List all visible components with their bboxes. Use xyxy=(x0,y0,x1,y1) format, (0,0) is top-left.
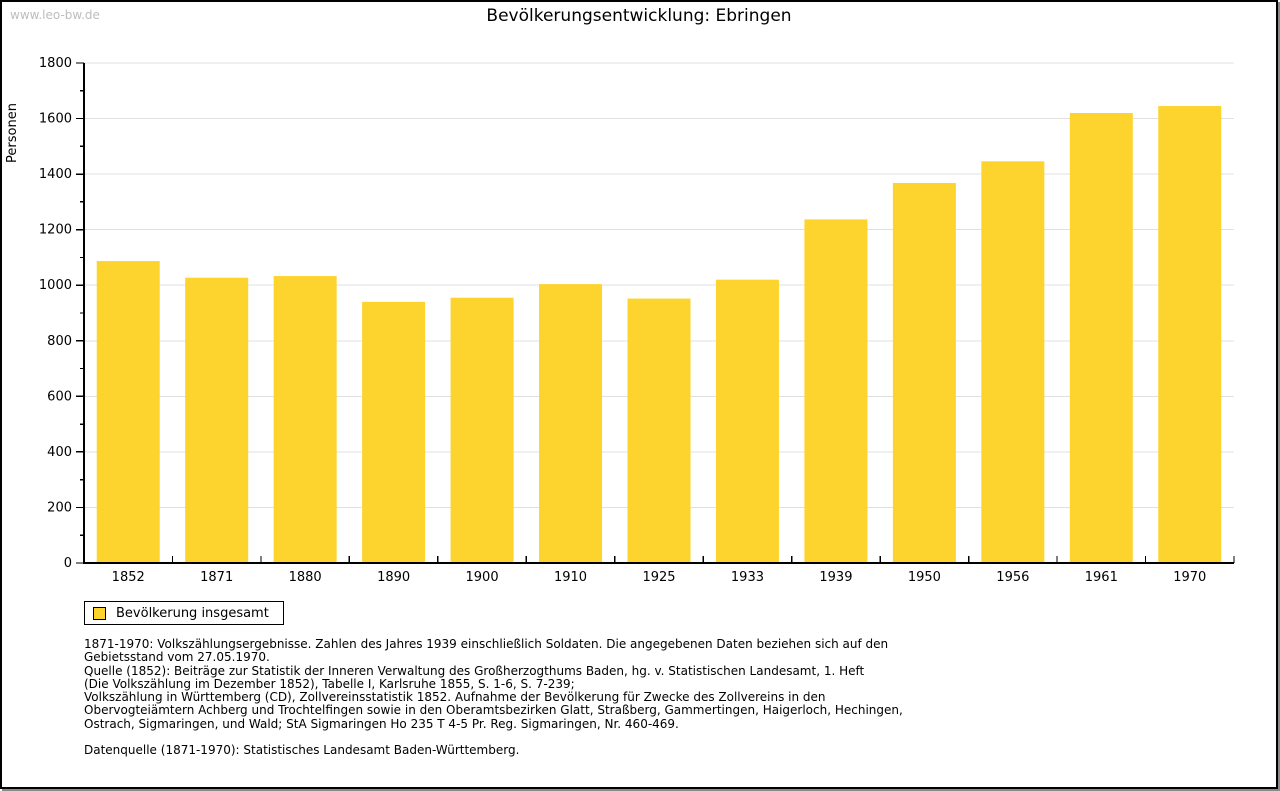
y-tick-label: 1400 xyxy=(39,167,72,182)
x-tick-label: 1880 xyxy=(289,570,322,585)
bar-1970 xyxy=(1158,106,1222,564)
bar-1910 xyxy=(539,284,603,563)
bar-1956 xyxy=(981,161,1045,564)
footnotes: 1871-1970: Volkszählungsergebnisse. Zahl… xyxy=(84,637,1236,758)
x-tick-label: 1950 xyxy=(908,570,941,585)
y-tick-label: 1000 xyxy=(39,278,72,293)
population-bar-chart: 0 200 400 600 800 1000 1200 1400 1600 1800 1852 187… xyxy=(5,56,1235,585)
x-tick-label: 1871 xyxy=(200,570,233,585)
x-tick-label: 1939 xyxy=(819,570,852,585)
x-tick-label: 1933 xyxy=(731,570,764,585)
x-tick-label: 1890 xyxy=(377,570,410,585)
footnote-line: Quelle (1852): Beiträge zur Statistik de… xyxy=(84,663,865,678)
footnote-line: Volkszählung in Württemberg (CD), Zollve… xyxy=(84,690,826,705)
x-tick-label: 1970 xyxy=(1173,570,1206,585)
y-tick-label: 800 xyxy=(47,334,72,349)
x-tick-label: 1925 xyxy=(642,570,675,585)
page-title: Bevölkerungsentwicklung: Ebringen xyxy=(486,6,792,26)
bar-1961 xyxy=(1069,113,1133,563)
y-tick-label: 0 xyxy=(64,556,72,571)
footnote-line: Ostrach, Sigmaringen, und Wald; StA Sigm… xyxy=(84,716,679,731)
bar-1939 xyxy=(804,219,868,563)
y-tick-label: 1600 xyxy=(39,112,72,127)
footnote-line: 1871-1970: Volkszählungsergebnisse. Zahl… xyxy=(84,637,889,651)
bar-1900 xyxy=(450,297,514,563)
watermark: www.leo-bw.de xyxy=(10,8,100,22)
y-axis-title: Personen xyxy=(5,103,20,163)
bar-1925 xyxy=(627,298,691,563)
bar-1880 xyxy=(273,276,337,563)
y-tick-label: 1200 xyxy=(39,223,72,238)
x-tick-label: 1910 xyxy=(554,570,587,585)
bar-1933 xyxy=(715,279,779,563)
y-tick-label: 600 xyxy=(47,389,72,404)
x-tick-label: 1900 xyxy=(466,570,499,585)
footnote-line: (Die Volkszählung im Dezember 1852), Tab… xyxy=(84,676,575,691)
data-source-line: Datenquelle (1871-1970): Statistisches L… xyxy=(84,743,520,758)
x-tick-label: 1956 xyxy=(996,570,1029,585)
x-tick-label: 1961 xyxy=(1085,570,1118,585)
legend-label: Bevölkerung insgesamt xyxy=(116,605,269,621)
bar-1852 xyxy=(96,261,160,563)
legend-swatch-icon xyxy=(93,606,106,620)
bar-1890 xyxy=(362,301,426,563)
bar-1871 xyxy=(185,277,249,563)
legend: Bevölkerung insgesamt xyxy=(84,601,284,625)
x-tick-label: 1852 xyxy=(112,570,145,585)
y-tick-label: 400 xyxy=(47,445,72,460)
y-tick-label: 1800 xyxy=(39,56,72,71)
bar-1950 xyxy=(892,183,956,563)
y-tick-label: 200 xyxy=(47,500,72,515)
footnote-line: Gebietsstand vom 27.05.1970. xyxy=(84,650,270,665)
footnote-line: Obervogteiämtern Achberg und Trochtelfin… xyxy=(84,703,903,718)
